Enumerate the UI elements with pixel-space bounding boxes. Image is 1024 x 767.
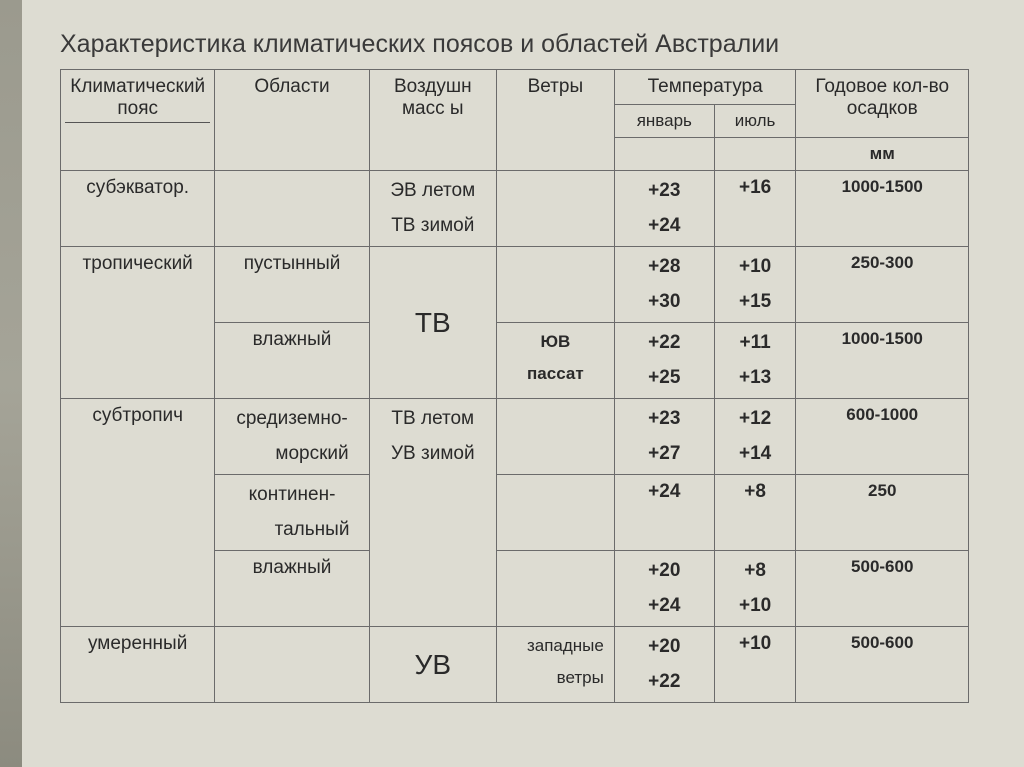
slide-title: Характеристика климатических поясов и об…: [60, 30, 969, 59]
cell-region: [215, 171, 369, 247]
row-temperate: умеренный УВ западные ветры +20 +22 +10 …: [61, 627, 969, 703]
cell-jul: +10 +15: [714, 247, 796, 323]
climate-table: Климатический пояс Области Воздушн масс …: [60, 69, 969, 703]
cell-precip: 1000-1500: [796, 323, 969, 399]
cell-zone: умеренный: [61, 627, 215, 703]
hdr-winds: Ветры: [496, 70, 614, 171]
hdr-jan: январь: [614, 105, 714, 138]
cell-winds: [496, 399, 614, 475]
cell-jul: +16: [714, 171, 796, 247]
txt: +23: [648, 408, 680, 429]
cell-region: средиземно- морский: [215, 399, 369, 475]
txt: ЭВ летом: [390, 180, 475, 201]
header-row-1: Климатический пояс Области Воздушн масс …: [61, 70, 969, 105]
cell-precip: 500-600: [796, 627, 969, 703]
hdr-jul: июль: [714, 105, 796, 138]
cell-airmass: УВ: [369, 627, 496, 703]
hdr-mm: мм: [796, 138, 969, 171]
cell-zone: субтропич: [61, 399, 215, 627]
txt: пассат: [501, 361, 610, 387]
txt: ТВ зимой: [374, 212, 492, 241]
cell-jul: +8 +10: [714, 551, 796, 627]
txt: +27: [619, 440, 710, 469]
cell-precip: 250: [796, 475, 969, 551]
cell-jan: +20 +24: [614, 551, 714, 627]
txt: средиземно-: [236, 408, 347, 429]
txt: +24: [619, 212, 710, 241]
cell-winds: [496, 475, 614, 551]
txt: +11: [740, 332, 771, 353]
cell-jan: +20 +22: [614, 627, 714, 703]
cell-winds: [496, 247, 614, 323]
cell-precip: 250-300: [796, 247, 969, 323]
cell-precip: 500-600: [796, 551, 969, 627]
txt: +15: [719, 288, 792, 317]
cell-winds: западные ветры: [496, 627, 614, 703]
txt: +28: [648, 256, 680, 277]
cell-jul: +11 +13: [714, 323, 796, 399]
txt: ЮВ: [540, 332, 570, 351]
txt: континен-: [249, 484, 336, 505]
hdr-temp: Температура: [614, 70, 796, 105]
txt: +20: [648, 636, 680, 657]
cell-jan: +22 +25: [614, 323, 714, 399]
txt: ветры: [501, 665, 604, 691]
row-subequator: субэкватор. ЭВ летом ТВ зимой +23 +24 +1…: [61, 171, 969, 247]
cell-region: пустынный: [215, 247, 369, 323]
cell-jan: +23 +24: [614, 171, 714, 247]
cell-zone: тропический: [61, 247, 215, 399]
txt: +30: [619, 288, 710, 317]
txt: +23: [648, 180, 680, 201]
row-tropical-desert: тропический пустынный ТВ +28 +30 +10 +15…: [61, 247, 969, 323]
cell-jul: +10: [714, 627, 796, 703]
cell-zone: субэкватор.: [61, 171, 215, 247]
cell-airmass: ТВ летом УВ зимой: [369, 399, 496, 627]
txt: +22: [648, 332, 680, 353]
txt: западные: [527, 636, 604, 655]
cell-precip: 600-1000: [796, 399, 969, 475]
txt: ТВ летом: [391, 408, 474, 429]
cell-airmass: ТВ: [369, 247, 496, 399]
row-subtropic-med: субтропич средиземно- морский ТВ летом У…: [61, 399, 969, 475]
txt: морский: [219, 440, 364, 469]
txt: +10: [739, 256, 771, 277]
txt: +24: [619, 592, 710, 621]
hdr-airmass: Воздушн масс ы: [369, 70, 496, 171]
txt: +10: [719, 592, 792, 621]
cell-winds: ЮВ пассат: [496, 323, 614, 399]
cell-region: континен- тальный: [215, 475, 369, 551]
cell-jan: +24: [614, 475, 714, 551]
txt: УВ зимой: [374, 440, 492, 469]
cell-region: влажный: [215, 323, 369, 399]
cell-jul: +12 +14: [714, 399, 796, 475]
txt: +8: [744, 560, 766, 581]
cell-precip: 1000-1500: [796, 171, 969, 247]
hdr-precip: Годовое кол-во осадков: [796, 70, 969, 138]
hdr-region: Области: [215, 70, 369, 171]
cell-region: [215, 627, 369, 703]
cell-jan: +23 +27: [614, 399, 714, 475]
hdr-empty-jan: [614, 138, 714, 171]
txt: +22: [619, 668, 710, 697]
cell-jan: +28 +30: [614, 247, 714, 323]
cell-airmass: ЭВ летом ТВ зимой: [369, 171, 496, 247]
txt: тальный: [219, 516, 364, 545]
slide-container: Характеристика климатических поясов и об…: [0, 0, 1024, 733]
cell-winds: [496, 171, 614, 247]
txt: +12: [739, 408, 771, 429]
hdr-empty-jul: [714, 138, 796, 171]
txt: +13: [719, 364, 792, 393]
cell-winds: [496, 551, 614, 627]
txt: +20: [648, 560, 680, 581]
cell-region: влажный: [215, 551, 369, 627]
txt: +14: [719, 440, 792, 469]
txt: +25: [619, 364, 710, 393]
cell-jul: +8: [714, 475, 796, 551]
hdr-zone: Климатический пояс: [61, 70, 215, 171]
